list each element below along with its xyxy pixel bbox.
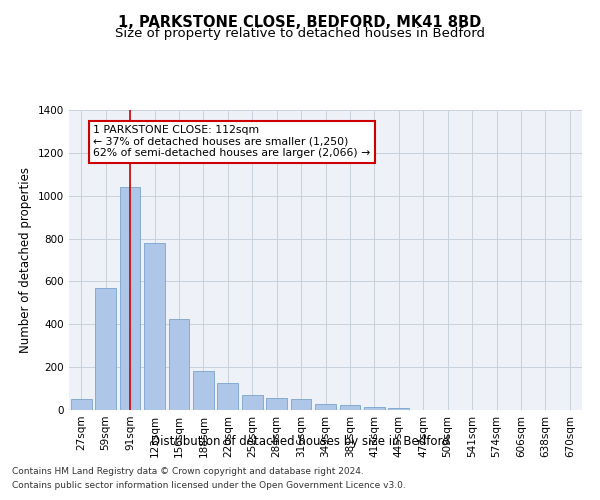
Bar <box>388 408 409 410</box>
Bar <box>119 187 140 410</box>
Text: Contains HM Land Registry data © Crown copyright and database right 2024.: Contains HM Land Registry data © Crown c… <box>12 467 364 476</box>
Bar <box>266 398 287 410</box>
Bar <box>95 288 116 410</box>
Text: Size of property relative to detached houses in Bedford: Size of property relative to detached ho… <box>115 28 485 40</box>
Bar <box>242 395 263 410</box>
Bar <box>217 383 238 410</box>
Bar <box>71 400 92 410</box>
Bar <box>169 319 190 410</box>
Bar <box>193 372 214 410</box>
Text: 1 PARKSTONE CLOSE: 112sqm
← 37% of detached houses are smaller (1,250)
62% of se: 1 PARKSTONE CLOSE: 112sqm ← 37% of detac… <box>94 125 371 158</box>
Text: 1, PARKSTONE CLOSE, BEDFORD, MK41 8BD: 1, PARKSTONE CLOSE, BEDFORD, MK41 8BD <box>118 15 482 30</box>
Bar <box>315 404 336 410</box>
Bar <box>144 243 165 410</box>
Bar <box>290 400 311 410</box>
Bar <box>340 406 361 410</box>
Text: Distribution of detached houses by size in Bedford: Distribution of detached houses by size … <box>151 435 449 448</box>
Y-axis label: Number of detached properties: Number of detached properties <box>19 167 32 353</box>
Bar <box>364 407 385 410</box>
Text: Contains public sector information licensed under the Open Government Licence v3: Contains public sector information licen… <box>12 481 406 490</box>
